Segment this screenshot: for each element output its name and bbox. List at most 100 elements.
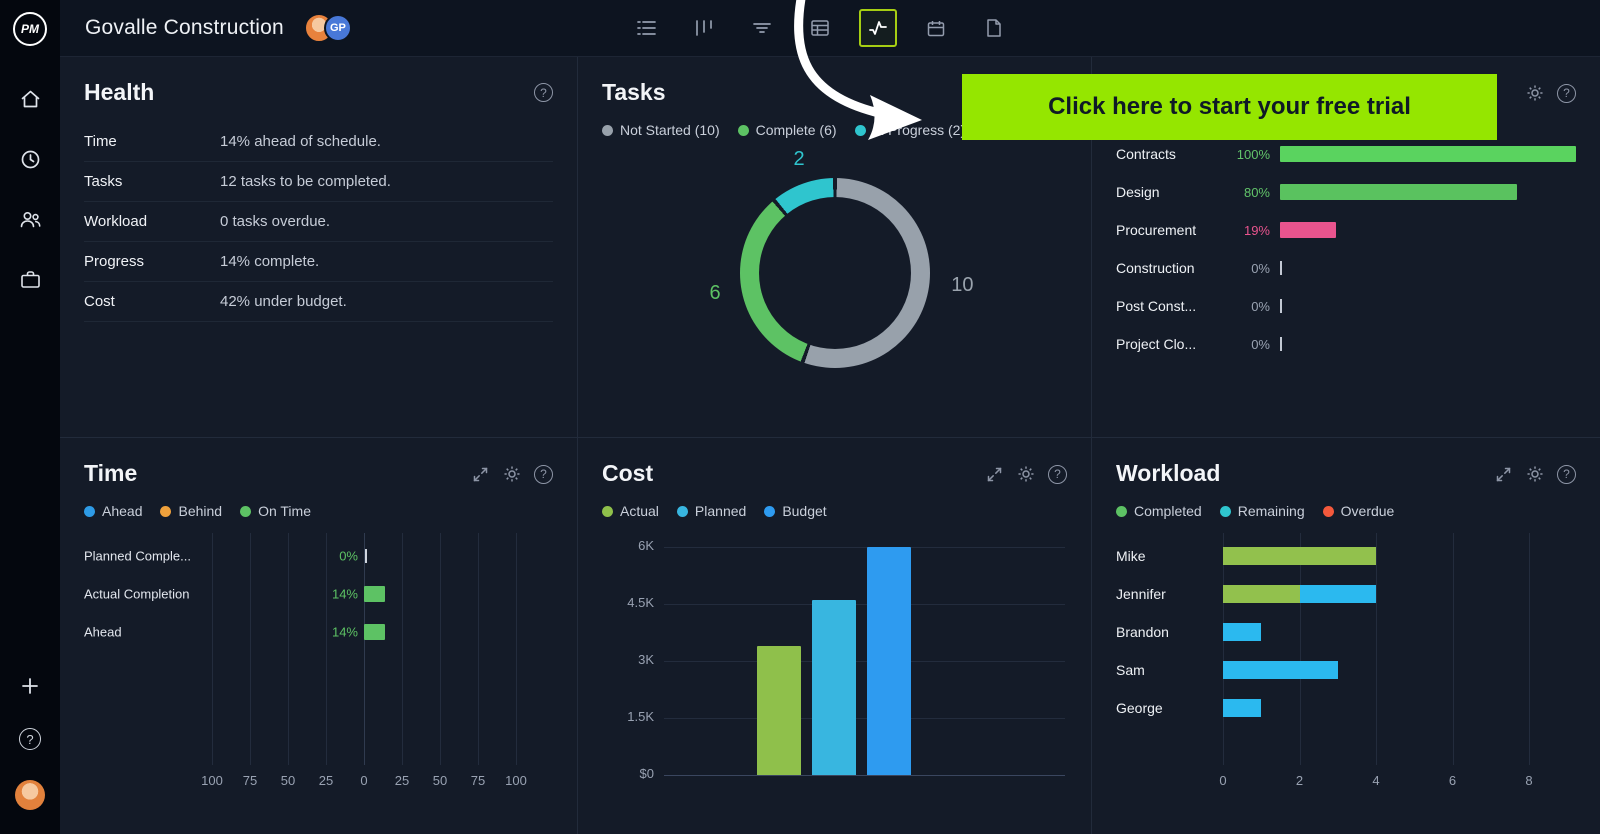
panel-header: Time ? — [84, 460, 553, 487]
legend-item[interactable]: On Time — [240, 503, 311, 519]
toolbar-columns-button[interactable] — [685, 9, 723, 47]
panel-header: Tasks — [602, 79, 1067, 106]
gear-icon[interactable] — [502, 464, 522, 484]
toolbar-document-button[interactable] — [975, 9, 1013, 47]
health-row: Tasks 12 tasks to be completed. — [84, 162, 553, 202]
legend-item[interactable]: Not Started (10) — [602, 122, 720, 138]
axis-tick-label: 4 — [1372, 773, 1380, 788]
legend-dot-icon — [602, 124, 613, 136]
progress-row-percent: 0% — [1251, 336, 1270, 352]
time-row: Actual Completion 14% — [84, 575, 553, 613]
legend-dot-icon — [160, 505, 172, 517]
toolbar-table-button[interactable] — [801, 9, 839, 47]
time-row: Planned Comple... 0% — [84, 537, 553, 575]
workload-bar-segment — [1223, 699, 1262, 717]
legend-item[interactable]: Budget — [764, 503, 827, 519]
donut-value-label: 10 — [951, 274, 974, 296]
progress-row-percent: 0% — [1251, 298, 1270, 314]
panel-header: Cost ? — [602, 460, 1067, 487]
workload-bar — [1223, 661, 1338, 679]
donut-value-label: 2 — [793, 148, 805, 170]
gear-icon[interactable] — [1525, 464, 1545, 484]
sidebar: PM ? — [0, 0, 60, 834]
legend-item[interactable]: Behind — [160, 503, 222, 519]
health-metric-value: 14% complete. — [220, 253, 320, 270]
time-gridlines — [212, 533, 517, 765]
panel-actions: ? — [1493, 464, 1576, 484]
free-trial-banner[interactable]: Click here to start your free trial — [962, 74, 1497, 140]
legend-item[interactable]: Planned — [676, 503, 747, 519]
progress-bar-track — [1280, 260, 1576, 276]
progress-row-label: Design — [1116, 184, 1160, 200]
progress-row-label: Post Const... — [1116, 298, 1197, 314]
tasks-donut-chart: 2 6 10 — [710, 148, 974, 368]
gridline — [664, 775, 1065, 776]
legend-label: Ahead — [102, 503, 143, 519]
legend-dot-icon — [240, 505, 252, 517]
workload-rows: Mike Jennifer Brandon Sam George — [1116, 537, 1576, 727]
legend-item[interactable]: Overdue — [1322, 503, 1394, 519]
gridline — [1223, 533, 1224, 765]
time-chart: Planned Comple... 0% Actual Completion 14% A… — [84, 533, 553, 793]
gear-icon[interactable] — [1016, 464, 1036, 484]
cost-legend: Actual Planned Budget — [602, 503, 1067, 519]
project-title: Govalle Construction — [85, 16, 284, 39]
home-icon[interactable] — [18, 87, 42, 111]
health-metric-value: 12 tasks to be completed. — [220, 173, 391, 190]
legend-dot-icon — [764, 505, 776, 517]
gridline — [1452, 533, 1454, 765]
help-icon[interactable]: ? — [1048, 464, 1067, 484]
progress-row-percent: 0% — [1251, 260, 1270, 276]
gridline — [326, 533, 327, 765]
legend-item[interactable]: Remaining — [1219, 503, 1305, 519]
toolbar-list-button[interactable] — [627, 9, 665, 47]
panel-header: Workload ? — [1116, 460, 1576, 487]
workload-row-label: George — [1116, 700, 1163, 716]
sidebar-nav — [18, 87, 42, 291]
expand-icon[interactable] — [470, 464, 490, 484]
legend-item[interactable]: Ahead — [84, 503, 142, 519]
time-zero-tick — [365, 549, 367, 563]
legend-label: Planned — [694, 503, 747, 519]
toolbar-chart-button[interactable] — [859, 9, 897, 47]
legend-item[interactable]: Complete (6) — [737, 122, 837, 138]
legend-item[interactable]: Actual — [602, 503, 659, 519]
workload-row-label: Mike — [1116, 548, 1146, 564]
tasks-panel: Tasks Not Started (10) Complete (6) In Pro… — [578, 57, 1091, 437]
help-icon[interactable]: ? — [534, 83, 553, 102]
help-icon[interactable]: ? — [19, 728, 41, 750]
axis-tick-label: 75 — [242, 773, 258, 788]
avatar-group[interactable]: GP — [303, 13, 352, 43]
gridline — [402, 533, 403, 765]
panel-title: Cost — [602, 460, 654, 486]
cost-bar-actual — [757, 645, 801, 775]
legend-label: In Progress (2) — [872, 122, 966, 138]
cost-bar-budget — [867, 547, 911, 775]
gear-icon[interactable] — [1525, 83, 1545, 103]
portfolio-icon[interactable] — [18, 267, 42, 291]
axis-tick-label: 0 — [1219, 773, 1227, 788]
clock-icon[interactable] — [18, 147, 42, 171]
time-panel: Time ? Ahead Behind On Time Planned Comple… — [60, 438, 577, 834]
add-icon[interactable] — [18, 674, 42, 698]
toolbar-calendar-button[interactable] — [917, 9, 955, 47]
gridline — [664, 718, 1065, 719]
expand-icon[interactable] — [1493, 464, 1513, 484]
legend-item[interactable]: Completed — [1116, 503, 1202, 519]
app-logo[interactable]: PM — [0, 0, 60, 57]
axis-tick-label: 25 — [318, 773, 334, 788]
avatar-badge: GP — [323, 14, 352, 42]
cost-plot — [664, 547, 1065, 776]
workload-bar-segment — [1223, 547, 1376, 565]
team-icon[interactable] — [18, 207, 42, 231]
user-avatar[interactable] — [15, 780, 45, 810]
legend-item[interactable]: In Progress (2) — [854, 122, 966, 138]
help-icon[interactable]: ? — [1557, 83, 1576, 103]
progress-bar-track — [1280, 146, 1576, 162]
help-icon[interactable]: ? — [534, 464, 553, 484]
toolbar-filter-button[interactable] — [743, 9, 781, 47]
health-rows: Time 14% ahead of schedule. Tasks 12 tasks … — [84, 122, 553, 322]
expand-icon[interactable] — [984, 464, 1004, 484]
help-icon[interactable]: ? — [1557, 464, 1576, 484]
pm-logo-icon: PM — [13, 11, 47, 46]
